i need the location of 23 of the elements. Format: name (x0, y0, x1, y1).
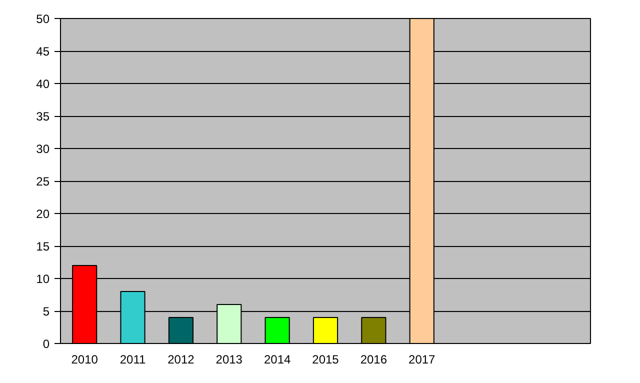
y-tick-label: 40 (36, 77, 50, 91)
y-tick-label: 10 (36, 272, 50, 286)
y-tick-label: 50 (36, 12, 50, 26)
x-tick-label: 2013 (216, 352, 243, 366)
x-tick-label: 2017 (408, 352, 436, 366)
x-tick-label: 2012 (168, 352, 195, 366)
x-tick-label: 2016 (360, 352, 388, 366)
y-tick-label: 30 (36, 142, 50, 156)
y-tick-label: 45 (36, 44, 50, 58)
y-tick-label: 20 (36, 207, 50, 221)
bar (312, 317, 338, 344)
x-tick-label: 2010 (71, 352, 98, 366)
y-tick-label: 35 (36, 110, 50, 124)
y-tick-label: 5 (42, 304, 50, 318)
y-tick-label: 15 (36, 240, 50, 254)
x-tick-label: 2014 (264, 352, 291, 366)
y-tick-label: 25 (36, 174, 50, 188)
x-tick-label: 2015 (312, 352, 340, 366)
y-tick-label: 0 (42, 337, 50, 351)
bar (264, 317, 290, 344)
x-tick-label: 2011 (120, 352, 146, 366)
bar (168, 317, 194, 344)
bar (361, 317, 386, 344)
